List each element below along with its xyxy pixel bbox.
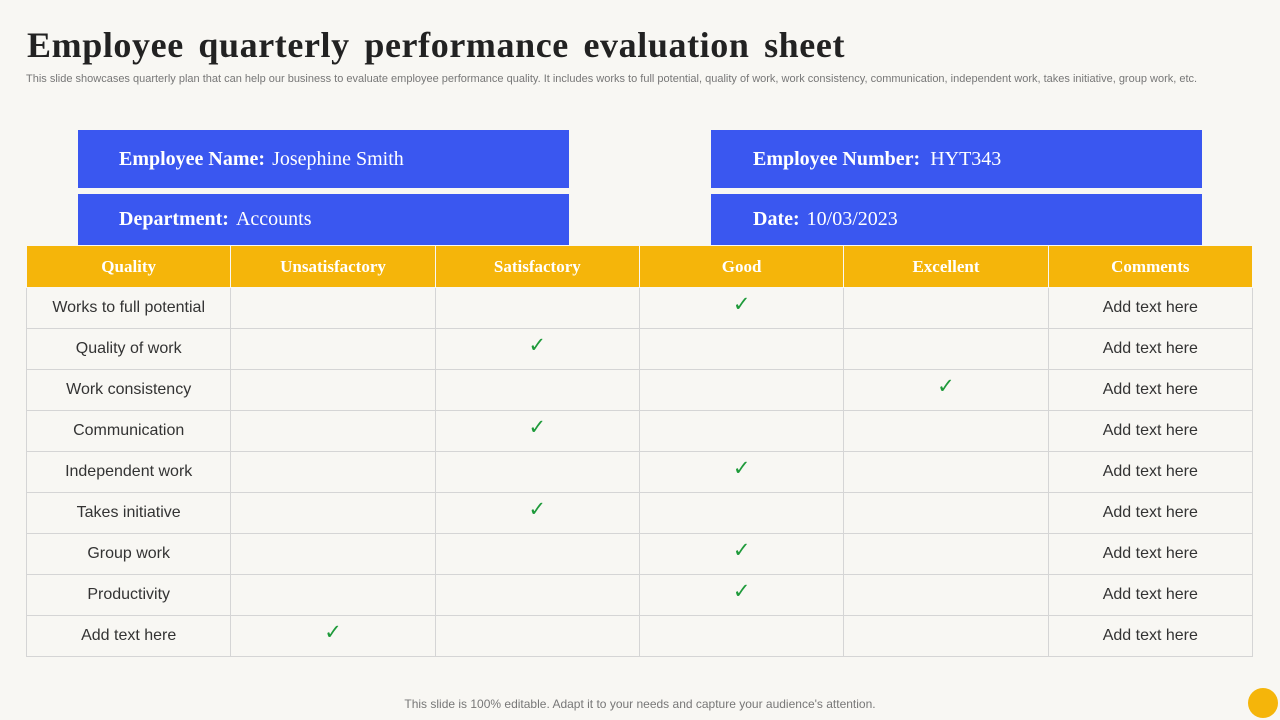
table-header-row: Quality Unsatisfactory Satisfactory Good… — [25, 245, 1254, 288]
quality-cell: Independent work — [25, 451, 232, 493]
rating-cell-good: ✓ — [638, 287, 845, 329]
header-comments: Comments — [1047, 245, 1254, 288]
checkmark-icon: ✓ — [528, 416, 547, 439]
department-box: Department: Accounts — [78, 194, 569, 245]
table-row: Work consistency ✓ Add text here — [25, 369, 1254, 411]
rating-cell-excellent: ✓ — [843, 369, 1049, 411]
header-quality: Quality — [25, 245, 232, 288]
rating-cell-excellent — [843, 492, 1049, 534]
comment-cell: Add text here — [1047, 287, 1254, 329]
page-subtitle: This slide showcases quarterly plan that… — [26, 73, 1198, 85]
rating-cell-satisfactory — [434, 451, 640, 493]
checkmark-icon: ✓ — [324, 621, 342, 644]
table-row: Works to full potential ✓ Add text here — [25, 287, 1254, 329]
rating-cell-unsatisfactory — [230, 369, 436, 411]
quality-cell: Add text here — [25, 615, 232, 657]
quality-cell: Group work — [25, 533, 232, 575]
rating-cell-unsatisfactory — [230, 328, 436, 370]
comment-cell: Add text here — [1047, 328, 1254, 370]
rating-cell-unsatisfactory — [230, 574, 436, 616]
rating-cell-unsatisfactory — [230, 533, 436, 575]
checkmark-icon: ✓ — [937, 375, 955, 398]
footer-note: This slide is 100% editable. Adapt it to… — [404, 697, 876, 711]
table-row: Productivity ✓ Add text here — [25, 574, 1254, 616]
checkmark-icon: ✓ — [528, 334, 547, 357]
table-row: Add text here ✓ Add text here — [25, 615, 1254, 657]
quality-cell: Communication — [25, 410, 232, 452]
comment-cell: Add text here — [1047, 615, 1254, 657]
checkmark-icon: ✓ — [732, 580, 751, 603]
rating-cell-good — [638, 615, 845, 657]
quality-cell: Works to full potential — [25, 287, 232, 329]
employee-number-value: HYT343 — [930, 147, 1002, 170]
table-row: Takes initiative ✓ Add text here — [25, 492, 1254, 534]
employee-name-box: Employee Name: Josephine Smith — [78, 130, 569, 188]
quality-cell: Quality of work — [25, 328, 232, 370]
rating-cell-excellent — [843, 328, 1049, 370]
header-unsatisfactory: Unsatisfactory — [230, 245, 436, 288]
header-satisfactory: Satisfactory — [434, 245, 640, 288]
employee-number-box: Employee Number: HYT343 — [711, 130, 1202, 188]
checkmark-icon: ✓ — [528, 498, 547, 521]
quality-cell: Work consistency — [25, 369, 232, 411]
employee-name-label: Employee Name: — [119, 147, 266, 170]
header-good: Good — [638, 245, 845, 288]
department-label: Department: — [119, 208, 229, 230]
rating-cell-good — [638, 410, 845, 452]
rating-cell-unsatisfactory — [230, 492, 436, 534]
rating-cell-satisfactory: ✓ — [434, 410, 640, 452]
date-label: Date: — [753, 208, 800, 230]
rating-cell-unsatisfactory — [230, 287, 436, 329]
quality-cell: Productivity — [25, 574, 232, 616]
date-value: 10/03/2023 — [806, 208, 898, 230]
table-row: Communication ✓ Add text here — [25, 410, 1254, 452]
rating-cell-satisfactory — [434, 369, 640, 411]
page-title: Employee quarterly performance evaluatio… — [27, 25, 846, 65]
checkmark-icon: ✓ — [732, 539, 751, 562]
employee-name-value: Josephine Smith — [272, 147, 404, 170]
table-row: Quality of work ✓ Add text here — [25, 328, 1254, 370]
checkmark-icon: ✓ — [732, 457, 751, 480]
comment-cell: Add text here — [1047, 451, 1254, 493]
rating-cell-unsatisfactory — [230, 410, 436, 452]
rating-cell-satisfactory: ✓ — [434, 492, 640, 534]
rating-cell-excellent — [843, 574, 1049, 616]
table-row: Independent work ✓ Add text here — [25, 451, 1254, 493]
comment-cell: Add text here — [1047, 410, 1254, 452]
rating-cell-satisfactory — [434, 615, 640, 657]
rating-cell-good — [638, 492, 845, 534]
rating-cell-unsatisfactory: ✓ — [230, 615, 436, 657]
rating-cell-good — [638, 328, 845, 370]
rating-cell-excellent — [843, 451, 1049, 493]
header-excellent: Excellent — [843, 245, 1049, 288]
checkmark-icon: ✓ — [732, 293, 751, 316]
table-body: Works to full potential ✓ Add text here Qua… — [25, 287, 1254, 657]
table-row: Group work ✓ Add text here — [25, 533, 1254, 575]
rating-cell-good — [638, 369, 845, 411]
rating-cell-excellent — [843, 533, 1049, 575]
date-box: Date: 10/03/2023 — [711, 194, 1202, 245]
evaluation-table: Quality Unsatisfactory Satisfactory Good… — [25, 245, 1254, 657]
rating-cell-unsatisfactory — [230, 451, 436, 493]
employee-number-label: Employee Number: — [753, 147, 921, 170]
rating-cell-good: ✓ — [638, 574, 845, 616]
rating-cell-good: ✓ — [638, 451, 845, 493]
rating-cell-satisfactory — [434, 287, 640, 329]
rating-cell-excellent — [843, 615, 1049, 657]
rating-cell-good: ✓ — [638, 533, 845, 575]
comment-cell: Add text here — [1047, 574, 1254, 616]
rating-cell-excellent — [843, 410, 1049, 452]
decorative-dot — [1248, 688, 1278, 718]
rating-cell-satisfactory — [434, 574, 640, 616]
comment-cell: Add text here — [1047, 369, 1254, 411]
comment-cell: Add text here — [1047, 533, 1254, 575]
rating-cell-excellent — [843, 287, 1049, 329]
quality-cell: Takes initiative — [25, 492, 232, 534]
rating-cell-satisfactory — [434, 533, 640, 575]
rating-cell-satisfactory: ✓ — [434, 328, 640, 370]
department-value: Accounts — [235, 208, 312, 230]
comment-cell: Add text here — [1047, 492, 1254, 534]
